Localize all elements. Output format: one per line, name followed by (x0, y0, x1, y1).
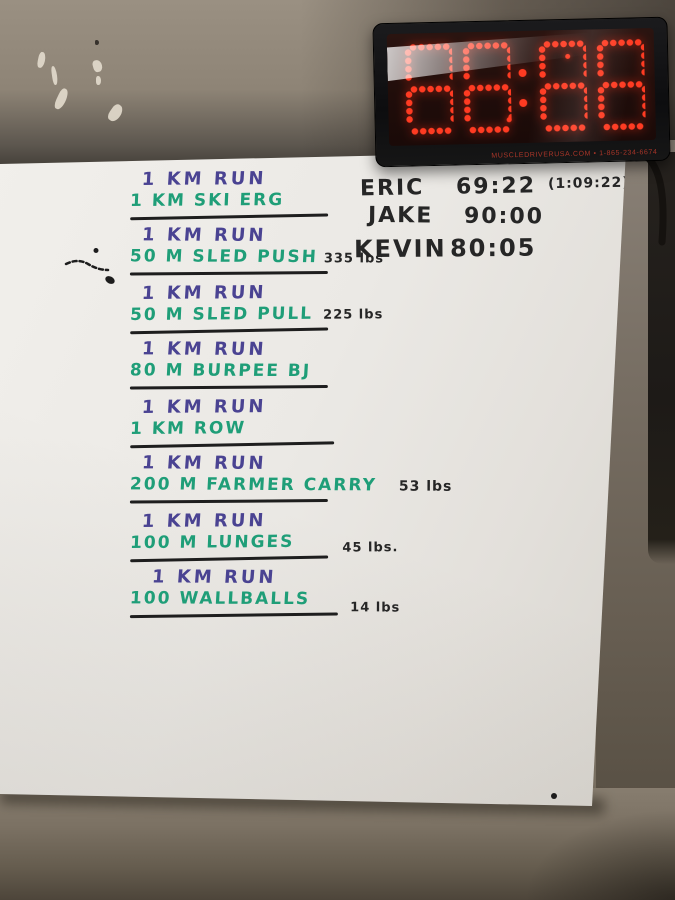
movement-line: 100 M LUNGES 45 lbs. (129, 531, 430, 556)
board-dot (551, 793, 557, 799)
workout-interval: 1 KM RUN 100 M LUNGES 45 lbs. (129, 509, 430, 563)
score-row: JAKE 90:00 (367, 202, 626, 230)
run-line: 1 KM RUN (141, 396, 268, 418)
weight-label: 45 lbs. (342, 540, 399, 556)
movement-label: 100 WALLBALLS (129, 588, 311, 610)
wall-paint-chip (96, 76, 101, 85)
athlete-name: JAKE (367, 202, 434, 229)
divider-line (130, 213, 329, 221)
athlete-name: KEVIN (353, 234, 447, 264)
movement-label: 1 KM SKI ERG (129, 189, 285, 212)
finish-time: 69:22 (455, 173, 537, 200)
workout-interval: 1 KM RUN 1 KM ROW (130, 395, 430, 449)
weight-label: 14 lbs (350, 600, 401, 616)
run-line: 1 KM RUN (151, 566, 278, 588)
interval-timer-clock: MUSCLEDRIVERUSA.COM • 1-865-234-6674 (372, 16, 671, 168)
workout-interval: 1 KM RUN 50 M SLED PULL 225 lbs (130, 281, 430, 335)
movement-label: 1 KM ROW (129, 418, 247, 440)
finish-time: 80:05 (449, 233, 537, 263)
workout-interval: 1 KM RUN 80 M BURPEE BJ (129, 338, 430, 390)
divider-line (129, 498, 328, 504)
divider-line (130, 327, 329, 335)
led-colon (518, 68, 528, 107)
score-row: KEVIN 80:05 (353, 233, 624, 264)
wall-mark (95, 40, 99, 45)
divider-line (129, 384, 328, 390)
run-line: 1 KM RUN (141, 452, 268, 474)
divider-line (130, 441, 335, 449)
marker-smudge (64, 248, 115, 284)
run-line: 1 KM RUN (141, 510, 268, 532)
movement-line: 200 M FARMER CARRY 53 lbs (129, 474, 452, 496)
workout-interval: 1 KM RUN 100 WALLBALLS 14 lbs (129, 566, 430, 619)
screen-glare (386, 27, 657, 147)
run-line: 1 KM RUN (141, 282, 268, 304)
workout-interval: 1 KM RUN 200 M FARMER CARRY 53 lbs (129, 452, 452, 504)
timer-brand-label: MUSCLEDRIVERUSA.COM • 1-865-234-6674 (491, 148, 658, 160)
movement-label: 50 M SLED PUSH (129, 246, 319, 268)
movement-label: 80 M BURPEE BJ (129, 360, 312, 382)
whiteboard-shading (0, 150, 626, 806)
athlete-name: ERIC (359, 175, 425, 202)
time-note: (1:09:22) (547, 174, 630, 193)
movement-line: 50 M SLED PULL 225 lbs (130, 303, 430, 325)
weight-label: 225 lbs (323, 307, 384, 323)
run-line: 1 KM RUN (141, 338, 268, 360)
whiteboard: 1 KM RUN 1 KM SKI ERG 1 KM RUN 50 M SLED… (0, 150, 630, 806)
movement-label: 100 M LUNGES (129, 531, 295, 554)
movement-label: 50 M SLED PULL (129, 303, 314, 326)
score-row: ERIC 69:22 (1:09:22) (359, 172, 630, 202)
finish-time: 90:00 (463, 203, 545, 230)
divider-line (129, 612, 338, 619)
movement-line: 100 WALLBALLS 14 lbs (129, 588, 430, 615)
movement-label: 200 M FARMER CARRY (129, 474, 378, 496)
divider-line (129, 270, 328, 276)
score-list: ERIC 69:22 (1:09:22) JAKE 90:00 KEVIN 80:05 (354, 172, 630, 267)
movement-line: 80 M BURPEE BJ (129, 360, 430, 382)
movement-line: 1 KM ROW (130, 417, 430, 439)
divider-line (130, 555, 329, 563)
weight-label: 53 lbs (398, 478, 453, 495)
timer-screen (386, 27, 657, 147)
